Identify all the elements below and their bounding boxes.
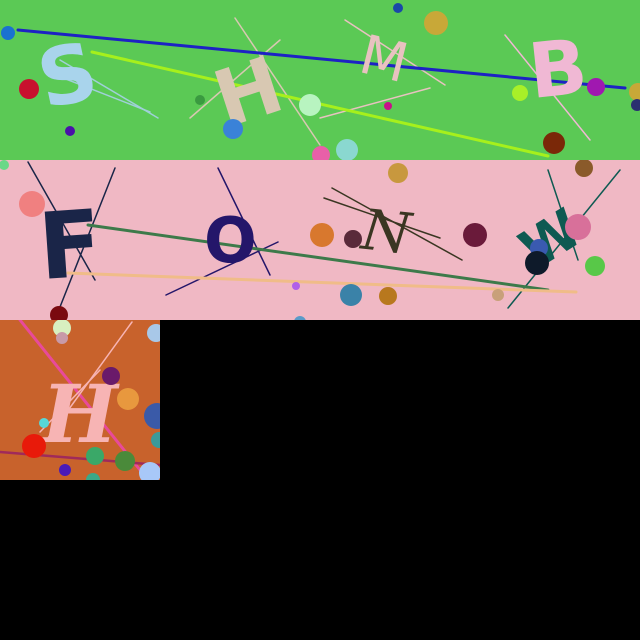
tile-3-noise-dots xyxy=(22,320,160,480)
tile-1-noise-dots xyxy=(1,3,640,160)
captcha-tile-2-canvas: F O N W xyxy=(0,160,640,320)
captcha-char: O xyxy=(204,204,257,277)
captcha-char: N xyxy=(356,198,416,268)
captcha-tile-2: F O N W xyxy=(0,160,640,320)
tile-2-noise-dots xyxy=(0,160,605,320)
captcha-tile-1-canvas: S H M B xyxy=(0,0,640,160)
captcha-tile-3: H xyxy=(0,320,160,480)
tile-2-noise-lines xyxy=(27,161,621,313)
captcha-tile-1: S H M B xyxy=(0,0,640,160)
captcha-char: B xyxy=(524,21,591,116)
captcha-char: F xyxy=(35,190,105,301)
captcha-tile-3-canvas: H xyxy=(0,320,160,480)
